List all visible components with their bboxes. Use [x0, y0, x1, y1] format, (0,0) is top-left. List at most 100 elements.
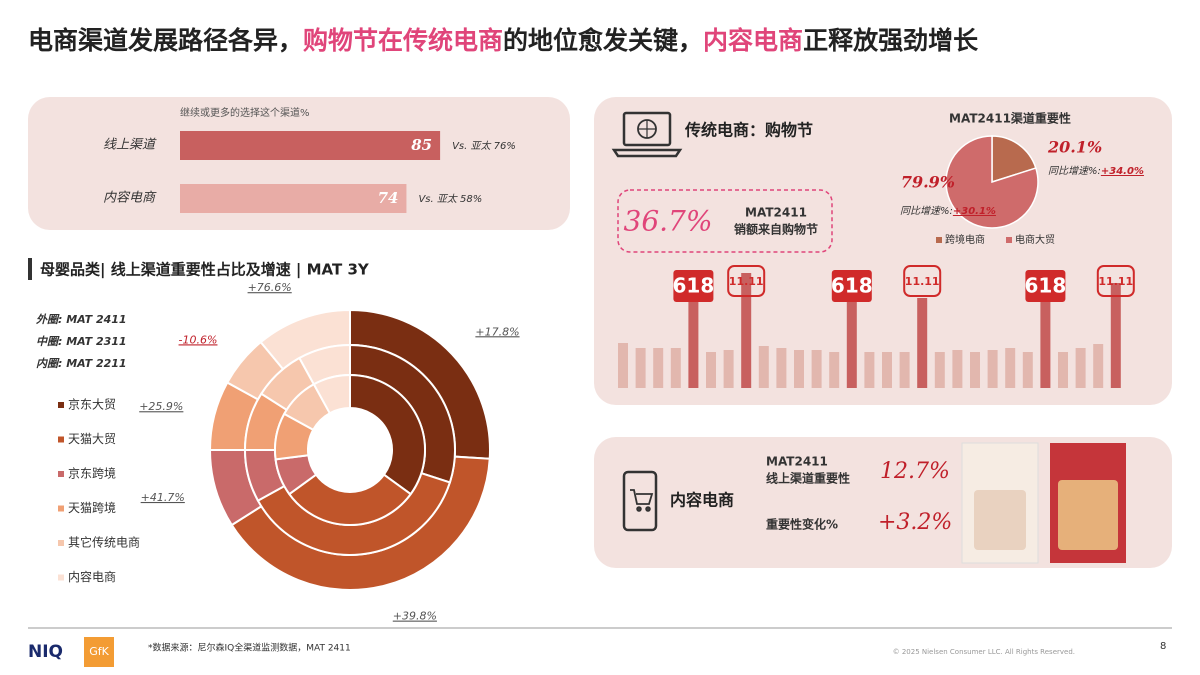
column	[618, 343, 628, 388]
growth-value: +34.0%	[1101, 166, 1144, 177]
page-number: 8	[1160, 641, 1166, 652]
ring-label: 外圈: MAT 2411	[35, 313, 127, 326]
column	[917, 298, 928, 388]
column	[970, 352, 980, 388]
badge	[903, 265, 942, 297]
column	[794, 350, 804, 388]
laptop-icon	[611, 111, 683, 158]
screenshot-image	[974, 490, 1026, 550]
column	[706, 352, 716, 388]
column	[670, 348, 681, 388]
growth-label: -10.6%	[179, 333, 218, 346]
comparison-label: Vs. 亚太 76%	[452, 140, 516, 152]
column	[952, 350, 963, 388]
column	[1040, 288, 1051, 388]
growth-label: 同比增速%:+34.0%	[1048, 165, 1144, 177]
column	[934, 352, 945, 388]
legend-swatch	[58, 471, 64, 477]
ring-label: 中圈: MAT 2311	[36, 335, 127, 348]
badge	[1025, 270, 1066, 302]
column	[758, 346, 769, 388]
ring-label: 内圈: MAT 2211	[36, 357, 127, 370]
bar-value: 74	[378, 189, 399, 207]
panel	[28, 97, 570, 230]
growth-label: +41.7%	[141, 491, 185, 504]
pie-title: MAT2411渠道重要性	[949, 111, 1071, 126]
donut-segment	[312, 373, 351, 415]
growth-label: +25.9%	[139, 400, 183, 413]
legend-swatch	[58, 540, 64, 546]
donut-segment	[349, 373, 426, 496]
column	[987, 350, 998, 388]
slide-title: 电商渠道发展路径各异，购物节在传统电商的地位愈发关键，内容电商正释放强劲增长	[28, 26, 979, 55]
bar	[180, 131, 441, 160]
logo-box	[84, 637, 114, 667]
badge	[1096, 265, 1135, 297]
column	[1110, 283, 1121, 388]
legend-swatch	[58, 402, 64, 408]
panel-heading: 传统电商：购物节	[684, 121, 813, 140]
legend-swatch	[1006, 237, 1012, 243]
badge	[831, 270, 872, 302]
bar	[180, 184, 407, 213]
stat-label: 销额来自购物节	[734, 222, 818, 237]
title-part: 内容电商	[703, 26, 803, 55]
pie-value-label: 20.1%	[1047, 138, 1102, 157]
column	[1075, 348, 1086, 388]
pie-value-label: 79.9%	[901, 173, 955, 192]
badge-text: 11.11	[729, 275, 764, 288]
column	[776, 348, 787, 388]
legend-swatch	[58, 436, 64, 443]
column	[1005, 348, 1016, 388]
badge	[673, 270, 714, 302]
source-note: *数据来源：尼尔森IQ全渠道监测数据，MAT 2411	[148, 642, 351, 654]
section-marker	[28, 258, 32, 280]
content-value: 12.7%	[880, 459, 950, 484]
content-label: 重要性变化%	[766, 517, 838, 532]
column	[899, 352, 910, 388]
legend-swatch	[58, 574, 64, 581]
badge	[727, 265, 766, 297]
legend-swatch	[58, 505, 64, 512]
legend-label: 天猫跨境	[68, 500, 116, 515]
category-label: 线上渠道	[103, 138, 157, 153]
content-label: MAT2411	[766, 455, 828, 469]
content-label: 线上渠道重要性	[766, 471, 850, 486]
growth-value: +30.1%	[953, 206, 996, 217]
legend-label: 京东大贸	[68, 398, 116, 412]
content-value: +3.2%	[878, 510, 952, 535]
title-part: 电商渠道发展路径各异，	[28, 26, 303, 55]
pie-slice	[991, 135, 1037, 184]
column	[1093, 344, 1104, 388]
stat-box	[617, 189, 833, 253]
legend-swatch	[936, 237, 942, 243]
column	[723, 350, 734, 388]
bar-value: 85	[411, 136, 432, 154]
title-part: 的地位愈发关键，	[503, 26, 703, 55]
stat-value: 36.7%	[624, 205, 713, 238]
legend-label: 天猫大贸	[68, 432, 116, 446]
copyright: © 2025 Nielsen Consumer LLC. All Rights …	[893, 648, 1075, 656]
growth-label: 同比增速%:+30.1%	[900, 205, 996, 217]
column	[653, 348, 664, 388]
column	[829, 352, 840, 388]
bar-subtitle: 继续或更多的选择这个渠道%	[180, 106, 310, 119]
badge-text: 618	[673, 274, 715, 298]
growth-prefix: 同比增速%:	[1048, 165, 1101, 177]
growth-prefix: 同比增速%:	[900, 205, 953, 217]
screenshot-image	[1058, 480, 1118, 550]
phone-icon	[622, 470, 658, 532]
column	[864, 352, 875, 388]
growth-label: +17.8%	[475, 325, 519, 338]
column	[811, 350, 822, 388]
comparison-label: Vs. 亚太 58%	[418, 193, 482, 205]
legend-label: 其它传统电商	[68, 535, 140, 550]
title-part: 购物节在传统电商	[303, 26, 503, 55]
column	[688, 283, 699, 388]
legend-label: 跨境电商	[945, 233, 985, 246]
title-part: 正释放强劲增长	[803, 26, 979, 55]
growth-label: +76.6%	[248, 281, 292, 294]
column	[1022, 352, 1033, 388]
legend-label: 京东跨境	[68, 466, 116, 481]
